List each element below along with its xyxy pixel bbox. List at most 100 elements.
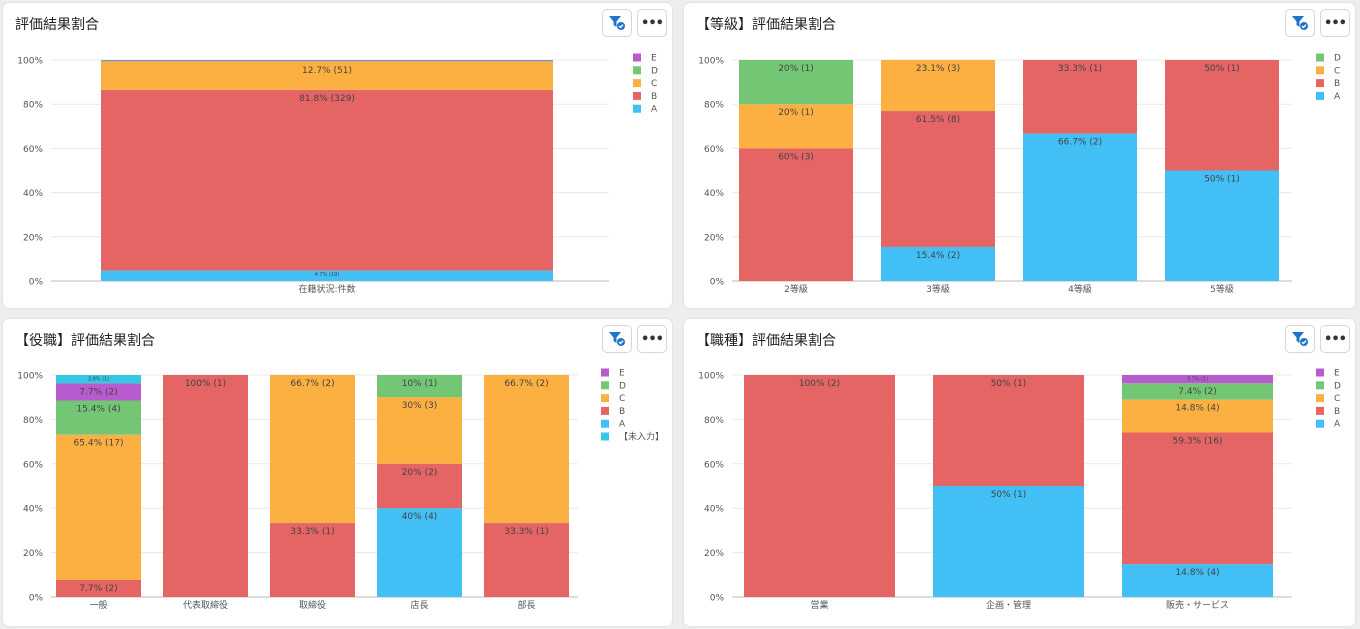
bar-segment-C[interactable] [881, 60, 995, 112]
filter-button[interactable] [602, 9, 632, 37]
bar-segment-D[interactable] [101, 60, 553, 62]
bar-segment-D[interactable] [739, 60, 853, 105]
x-tick-label: 5等級 [1210, 283, 1234, 295]
legend-label: B [651, 92, 657, 102]
legend-swatch [1316, 419, 1324, 428]
bar-segment-B[interactable] [744, 375, 895, 597]
bar-segment-A[interactable] [881, 246, 995, 281]
legend-label: C [651, 79, 657, 89]
bar-segment-B[interactable] [163, 375, 248, 597]
bar-segment-A[interactable] [933, 486, 1084, 597]
bar-segment-A[interactable] [1165, 170, 1279, 282]
bar-segment-未入力[interactable] [56, 375, 141, 384]
bar-segment-C[interactable] [377, 397, 462, 464]
y-tick-label: 100% [698, 372, 724, 382]
bar-segment-C[interactable] [56, 434, 141, 580]
more-button[interactable]: ••• [637, 325, 667, 353]
data-label: 60% (3) [778, 152, 814, 162]
y-tick-label: 0% [710, 594, 725, 604]
bar-segment-C[interactable] [739, 104, 853, 149]
bar-segment-B[interactable] [881, 111, 995, 247]
legend-swatch [601, 419, 609, 428]
bar-segment-B[interactable] [739, 148, 853, 281]
filter-button[interactable] [1285, 9, 1315, 37]
y-tick-label: 60% [23, 460, 43, 470]
more-button[interactable]: ••• [1320, 325, 1350, 353]
chart-panel-job-type: 【職種】評価結果割合 ••• 0% 20% 40% 60% 80% 100% 100% (2… [684, 319, 1355, 626]
x-tick-label: 4等級 [1068, 283, 1092, 295]
legend-label: A [1334, 92, 1341, 102]
legend-swatch [601, 406, 609, 415]
bar-segment-A[interactable] [377, 508, 462, 597]
legend-swatch [633, 53, 641, 62]
bar-segment-B[interactable] [270, 523, 355, 597]
more-button[interactable]: ••• [1320, 9, 1350, 37]
y-tick-label: 60% [23, 145, 43, 155]
filter-button[interactable] [1285, 325, 1315, 353]
y-tick-label: 80% [23, 416, 43, 426]
bar-segment-A[interactable] [1023, 133, 1137, 281]
bar-segment-B[interactable] [377, 463, 462, 509]
data-label: 20% (2) [402, 468, 438, 478]
bar-segment-C[interactable] [484, 375, 569, 524]
filter-check-icon [1292, 16, 1308, 30]
x-tick-label: 部長 [517, 599, 535, 611]
more-icon: ••• [1324, 15, 1347, 31]
legend-label: A [1334, 420, 1341, 430]
bar-segment-D[interactable] [377, 375, 462, 398]
y-tick-label: 100% [17, 372, 43, 382]
legend-label: B [1334, 79, 1340, 89]
y-tick-label: 0% [29, 594, 44, 604]
data-label: 33.3% (1) [504, 527, 548, 537]
bar-segment-E[interactable] [101, 60, 553, 61]
data-label: 81.8% (329) [299, 94, 355, 104]
data-label: 3.7% (1) [1187, 377, 1208, 383]
data-label: 23.1% (3) [916, 64, 960, 74]
bar-segment-B[interactable] [101, 89, 553, 271]
bar-segment-B[interactable] [933, 375, 1084, 486]
bar-segment-E[interactable] [56, 383, 141, 401]
y-tick-label: 80% [23, 101, 43, 111]
bar-segment-C[interactable] [101, 61, 553, 90]
filter-check-icon [609, 16, 625, 30]
more-button[interactable]: ••• [637, 9, 667, 37]
data-label: 7.4% (2) [1178, 387, 1216, 397]
y-tick-label: 40% [23, 505, 43, 515]
more-icon: ••• [641, 15, 664, 31]
bar-segment-D[interactable] [1122, 383, 1273, 400]
data-label: 50% (1) [991, 379, 1027, 389]
bar-segment-A[interactable] [1122, 564, 1273, 597]
data-label: 10% (1) [402, 379, 438, 389]
legend-swatch [601, 432, 609, 441]
legend-swatch [633, 104, 641, 113]
legend-swatch [1316, 406, 1324, 415]
bar-segment-A[interactable] [101, 270, 553, 281]
data-label: 4.7% (19) [315, 272, 340, 278]
data-label: 3.8% (1) [88, 377, 109, 383]
bar-segment-E[interactable] [1122, 375, 1273, 384]
bar-segment-B[interactable] [1023, 60, 1137, 134]
bar-segment-D[interactable] [56, 400, 141, 435]
x-tick-label: 代表取締役 [183, 599, 228, 611]
bar-segment-B[interactable] [1165, 60, 1279, 171]
data-label: 40% (4) [402, 512, 438, 522]
y-tick-label: 80% [704, 416, 724, 426]
bar-segment-B[interactable] [484, 523, 569, 597]
y-tick-label: 80% [704, 101, 724, 111]
x-tick-label: 一般 [89, 599, 107, 611]
bar-segment-C[interactable] [1122, 399, 1273, 433]
y-tick-label: 20% [704, 233, 724, 243]
filter-button[interactable] [602, 325, 632, 353]
y-tick-label: 20% [23, 233, 43, 243]
bar-segment-B[interactable] [56, 579, 141, 597]
bar-segment-C[interactable] [270, 375, 355, 524]
legend-swatch [1316, 91, 1324, 100]
y-tick-label: 100% [698, 57, 724, 67]
data-label: 50% (1) [1204, 64, 1240, 74]
legend-swatch [1316, 53, 1324, 62]
legend-swatch [601, 381, 609, 390]
y-tick-label: 20% [23, 549, 43, 559]
panel-title: 評価結果割合 [15, 17, 99, 33]
legend-swatch [633, 79, 641, 88]
bar-segment-B[interactable] [1122, 432, 1273, 565]
